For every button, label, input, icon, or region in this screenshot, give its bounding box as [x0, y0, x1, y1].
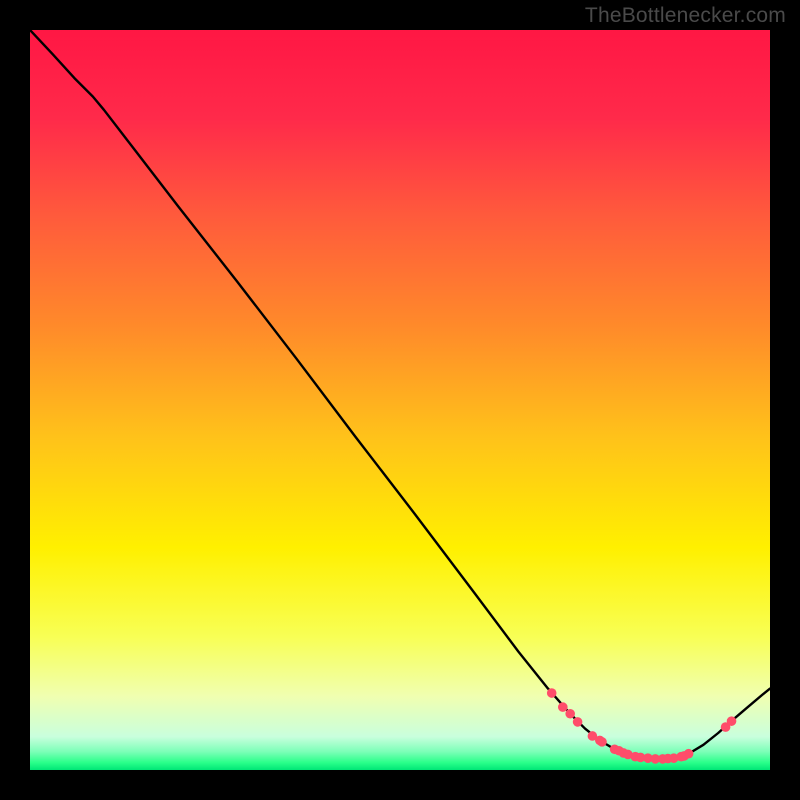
marker-point [547, 688, 557, 698]
gradient-background [30, 30, 770, 770]
marker-point [565, 709, 575, 719]
plot-area [30, 30, 770, 770]
marker-point [684, 749, 694, 759]
marker-point [597, 737, 607, 747]
marker-point [573, 717, 583, 727]
marker-point [727, 716, 737, 726]
chart-svg [30, 30, 770, 770]
marker-point [558, 702, 568, 712]
watermark-text: TheBottlenecker.com [585, 4, 786, 28]
